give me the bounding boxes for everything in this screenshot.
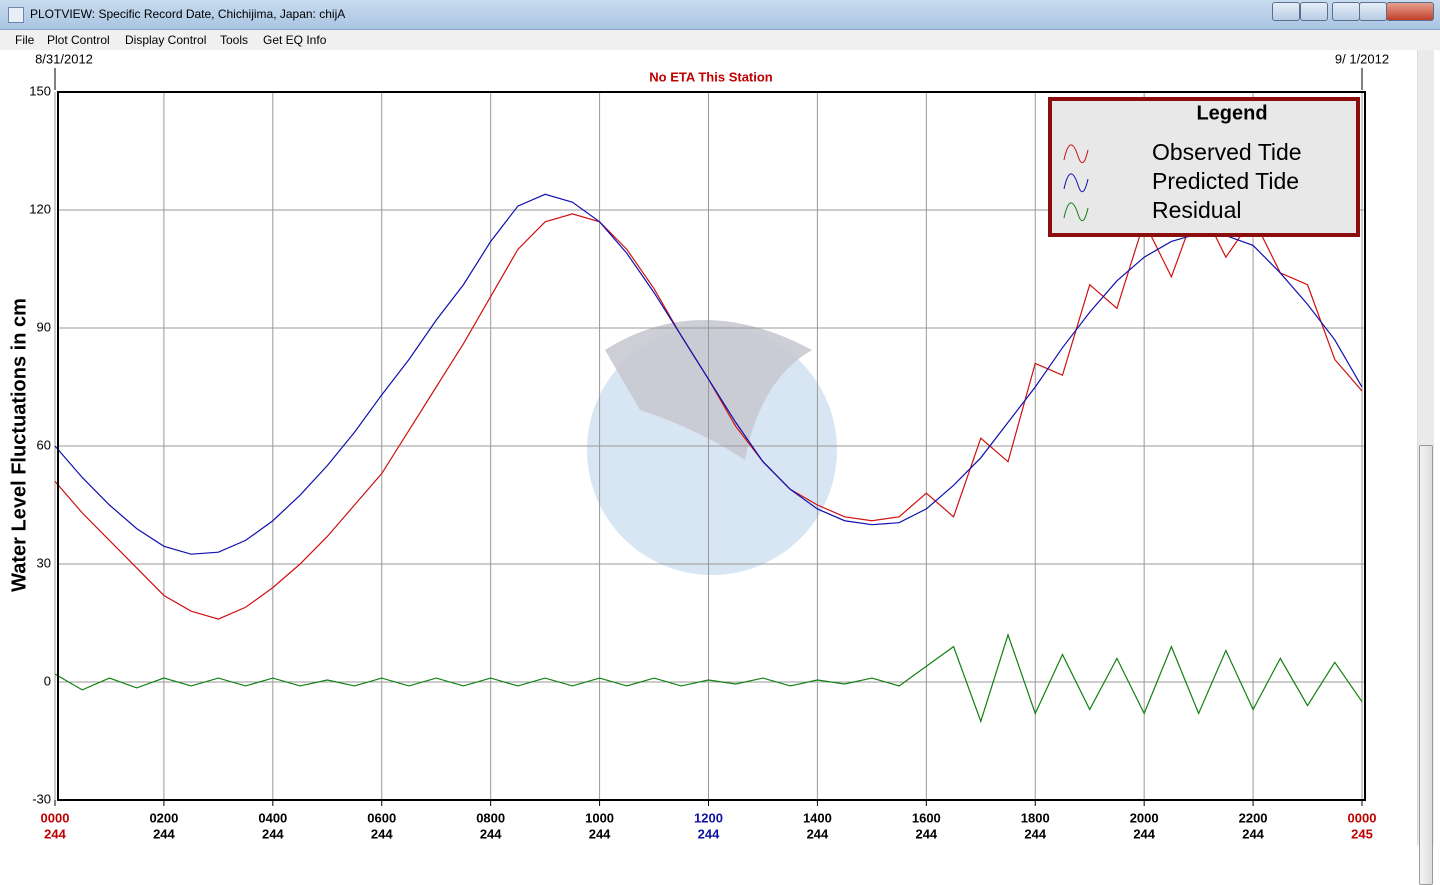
end-date: 9/ 1/2012 xyxy=(1335,51,1389,66)
y-axis-label: Water Level Fluctuations in cm xyxy=(8,298,30,592)
series-line xyxy=(54,632,1363,724)
x-tick-day: 244 xyxy=(589,826,611,841)
x-tick-day: 244 xyxy=(371,826,393,841)
legend-label: Residual xyxy=(1152,197,1242,223)
y-tick-label: 0 xyxy=(44,673,51,688)
y-tick-label: 30 xyxy=(37,555,51,570)
x-tick-label: 0600 xyxy=(367,810,396,825)
chart: 8/31/2012 9/ 1/2012 No ETA This Station … xyxy=(8,51,1389,841)
x-tick-label: 0000 xyxy=(1348,810,1377,825)
legend: Legend xyxy=(1048,97,1360,237)
window-title: PLOTVIEW: Specific Record Date, Chichiji… xyxy=(30,7,346,21)
menu-item[interactable]: Plot Control xyxy=(47,33,110,47)
y-tick-label: -30 xyxy=(32,791,51,806)
y-tick-label: 90 xyxy=(37,319,51,334)
x-tick-label: 0200 xyxy=(149,810,178,825)
title-bar: PLOTVIEW: Specific Record Date, Chichiji… xyxy=(0,0,1440,30)
legend-title: Legend xyxy=(1196,102,1267,124)
x-tick-day: 244 xyxy=(1242,826,1264,841)
scroll-thumb[interactable] xyxy=(1419,445,1433,885)
x-tick-label: 1400 xyxy=(803,810,832,825)
y-tick-label: 150 xyxy=(29,83,51,98)
x-tick-label: 2200 xyxy=(1239,810,1268,825)
menu-item[interactable]: File xyxy=(15,33,35,47)
x-tick-day: 244 xyxy=(153,826,175,841)
x-tick-day: 244 xyxy=(480,826,502,841)
legend-label: Observed Tide xyxy=(1152,139,1302,165)
start-date: 8/31/2012 xyxy=(35,51,93,66)
app-icon xyxy=(8,7,24,23)
x-tick-label: 0800 xyxy=(476,810,505,825)
y-tick-label: 60 xyxy=(37,437,51,452)
series-line xyxy=(54,193,1363,555)
chart-title: No ETA This Station xyxy=(649,69,773,84)
x-tick-label: 1800 xyxy=(1021,810,1050,825)
x-tick-day: 244 xyxy=(807,826,829,841)
x-tick-day: 244 xyxy=(262,826,284,841)
menu-item[interactable]: Get EQ Info xyxy=(263,33,327,47)
legend-swatch xyxy=(1063,173,1089,193)
x-tick-day: 244 xyxy=(915,826,937,841)
legend-swatch xyxy=(1063,202,1089,222)
legend-label: Predicted Tide xyxy=(1152,168,1299,194)
x-tick-day: 244 xyxy=(44,826,66,841)
x-tick-label: 1000 xyxy=(585,810,614,825)
x-tick-day: 245 xyxy=(1351,826,1373,841)
x-tick-label: 2000 xyxy=(1130,810,1159,825)
plot-frame xyxy=(57,91,1366,801)
y-tick-label: 120 xyxy=(29,201,51,216)
x-tick-day: 244 xyxy=(1133,826,1155,841)
restore-tile-button[interactable] xyxy=(1272,2,1300,21)
menu-bar: File Plot Control Display Control Tools … xyxy=(0,30,1440,50)
menu-item[interactable]: Tools xyxy=(220,33,249,47)
x-tick-label: 1200 xyxy=(694,810,723,825)
x-tick-day: 244 xyxy=(698,826,720,841)
maximize-button[interactable] xyxy=(1359,2,1387,21)
minimize-button[interactable] xyxy=(1332,2,1360,21)
legend-swatch xyxy=(1063,144,1089,164)
x-tick-label: 0000 xyxy=(41,810,70,825)
copy-button[interactable] xyxy=(1300,2,1328,21)
x-tick-day: 244 xyxy=(1024,826,1046,841)
legend-box xyxy=(1048,97,1360,237)
x-tick-label: 0400 xyxy=(258,810,287,825)
close-button[interactable] xyxy=(1386,2,1434,21)
scrollbar[interactable] xyxy=(1417,50,1434,885)
menu-item[interactable]: Display Control xyxy=(125,33,207,47)
x-tick-label: 1600 xyxy=(912,810,941,825)
